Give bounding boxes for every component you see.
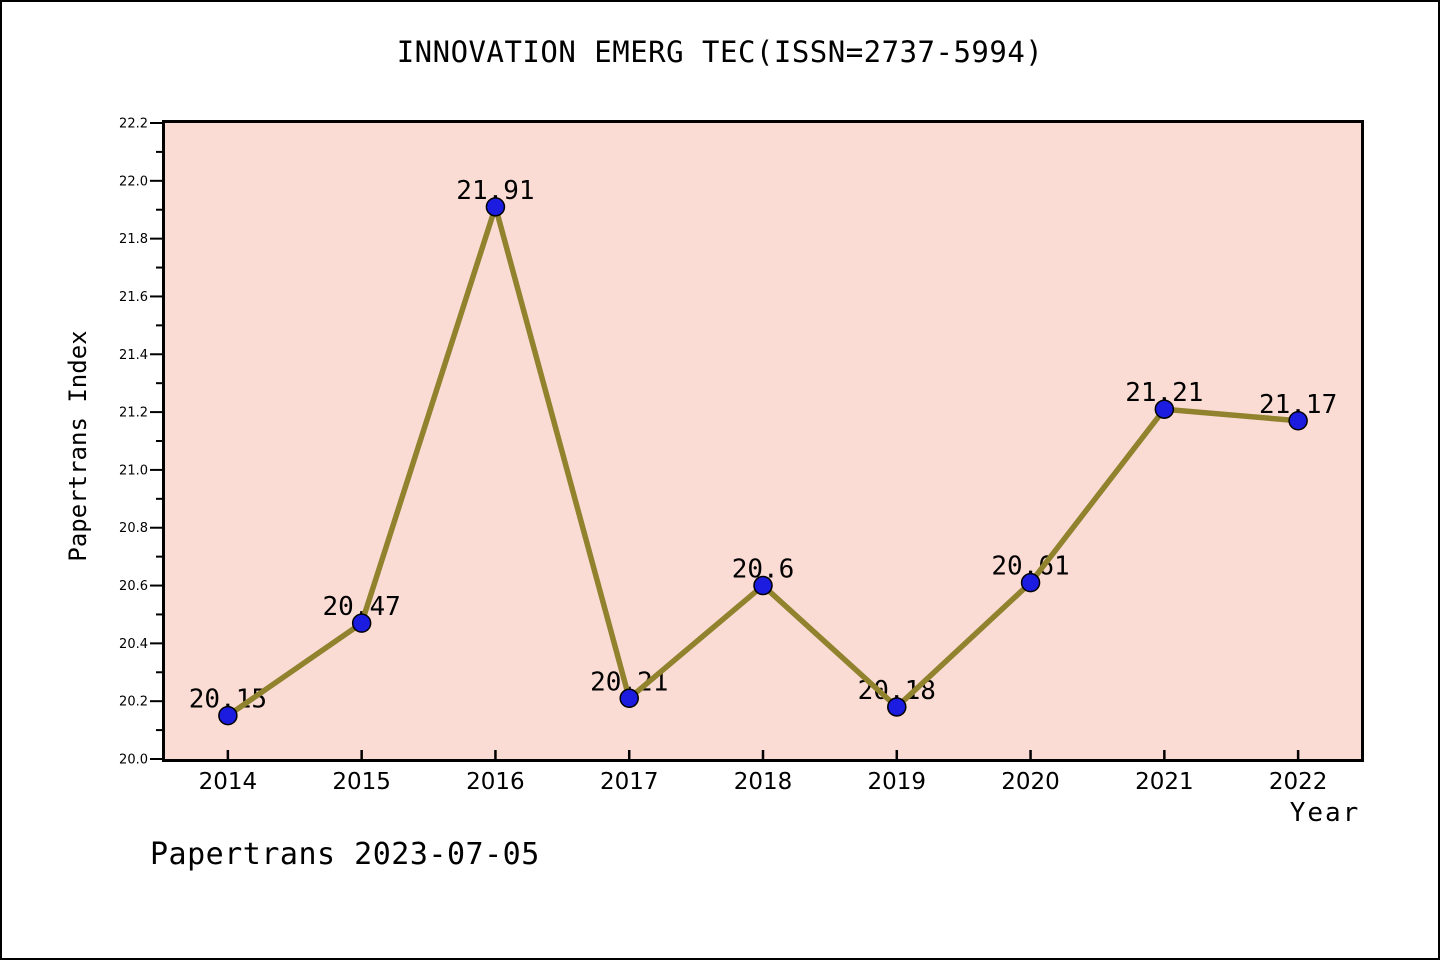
x-tick-label: 2016 bbox=[466, 769, 525, 795]
x-tick-label: 2018 bbox=[734, 769, 793, 795]
plot-area bbox=[162, 120, 1364, 762]
x-tick-label: 2021 bbox=[1135, 769, 1194, 795]
x-tick-label: 2015 bbox=[332, 769, 391, 795]
y-tick-label: 20.0 bbox=[119, 753, 148, 768]
x-tick-label: 2020 bbox=[1001, 769, 1060, 795]
y-tick-label: 22.0 bbox=[119, 174, 148, 189]
y-tick-label: 21.4 bbox=[119, 348, 148, 363]
y-tick-label: 21.2 bbox=[119, 406, 148, 421]
y-tick-label: 20.8 bbox=[119, 521, 148, 536]
y-tick-label: 20.4 bbox=[119, 637, 148, 652]
x-tick-label: 2019 bbox=[868, 769, 927, 795]
x-tick-label: 2022 bbox=[1269, 769, 1328, 795]
y-tick-label: 21.0 bbox=[119, 463, 148, 478]
y-axis-label: Papertrans Index bbox=[64, 330, 92, 562]
x-tick-label: 2014 bbox=[199, 769, 258, 795]
y-tick-label: 20.6 bbox=[119, 579, 148, 594]
chart-title: INNOVATION EMERG TEC(ISSN=2737-5994) bbox=[396, 35, 1044, 69]
y-tick-label: 20.2 bbox=[119, 695, 148, 710]
y-tick-label: 21.6 bbox=[119, 290, 148, 305]
y-tick-label: 22.2 bbox=[119, 117, 148, 132]
footer-watermark: Papertrans 2023-07-05 bbox=[150, 837, 540, 872]
x-axis-label: Year bbox=[1289, 798, 1361, 828]
y-tick-label: 21.8 bbox=[119, 232, 148, 247]
x-tick-label: 2017 bbox=[600, 769, 659, 795]
